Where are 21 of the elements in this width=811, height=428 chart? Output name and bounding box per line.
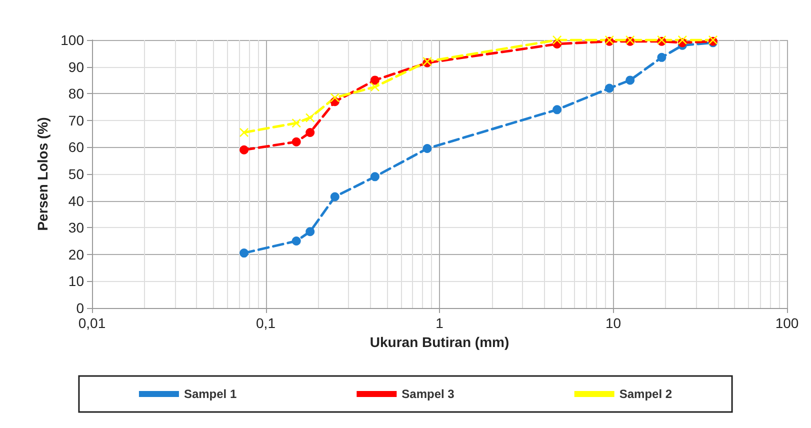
x-tick-label: 1 [436,315,444,331]
legend-label: Sampel 3 [402,387,455,401]
y-tick-label: 40 [68,192,84,209]
x-tick-label: 0,01 [78,315,106,331]
y-tick-label: 10 [68,273,84,290]
y-tick-label: 60 [68,139,84,156]
y-tick-label: 100 [60,32,84,48]
x-tick-label: 100 [775,315,799,331]
y-tick-label: 50 [68,166,84,182]
y-tick-label: 90 [68,58,84,75]
y-tick-label: 0 [76,300,84,316]
x-tick-label: 10 [605,315,622,331]
x-tick-label: 0,1 [256,315,276,331]
legend-label: Sampel 2 [619,387,672,401]
y-axis-title: Persen Lolos (%) [34,117,51,231]
y-tick-label: 80 [68,86,84,102]
y-tick-label: 20 [68,246,84,262]
legend-label: Sampel 1 [184,387,237,401]
y-tick-label: 70 [68,112,84,128]
x-axis-title: Ukuran Butiran (mm) [370,334,510,350]
y-tick-label: 30 [68,220,84,236]
